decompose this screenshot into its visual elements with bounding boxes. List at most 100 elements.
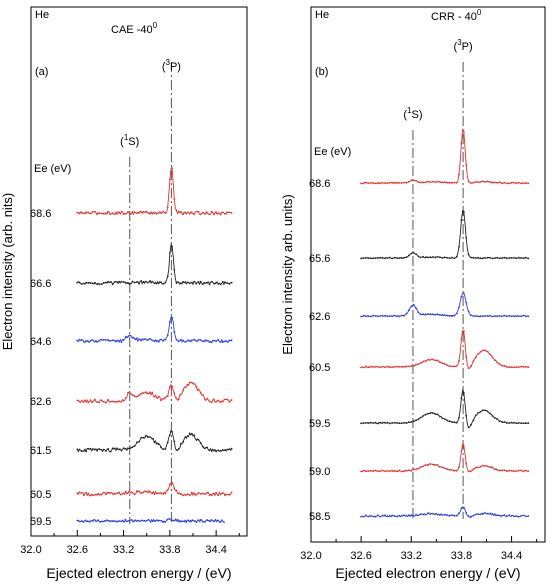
data-point: [214, 519, 217, 521]
data-point: [166, 518, 169, 521]
series-label: 60.5: [309, 362, 330, 374]
data-point: [199, 213, 202, 216]
data-point: [422, 465, 425, 468]
data-point: [422, 181, 425, 184]
data-point: [84, 519, 87, 522]
data-point: [215, 211, 218, 214]
data-point: [199, 339, 202, 341]
data-point: [391, 422, 394, 424]
data-point: [434, 181, 437, 184]
data-point: [448, 315, 451, 317]
data-point: [133, 281, 136, 284]
data-point: [135, 337, 138, 340]
data-point: [372, 470, 374, 473]
data-point: [424, 256, 427, 259]
data-point: [131, 280, 134, 283]
peak-label: (1S): [120, 133, 139, 148]
data-point: [527, 182, 530, 185]
data-point: [436, 180, 439, 183]
data-point: [393, 314, 396, 317]
panel-title-superscript: 0: [153, 21, 158, 30]
data-point: [149, 337, 151, 340]
data-point: [94, 210, 96, 213]
data-point: [462, 391, 465, 394]
data-point: [505, 182, 508, 185]
data-point: [215, 340, 218, 343]
data-point: [127, 211, 129, 213]
data-point: [446, 468, 448, 471]
data-point: [191, 381, 193, 384]
data-point: [472, 360, 475, 362]
data-point: [372, 314, 374, 317]
data-point: [510, 366, 513, 369]
data-point: [177, 492, 180, 495]
data-point: [171, 245, 174, 248]
data-point: [176, 519, 179, 521]
data-point: [381, 256, 384, 259]
x-tick-label: 33.8: [159, 544, 180, 556]
series-label: 65.6: [309, 253, 330, 265]
data-point: [367, 366, 370, 369]
data-point: [403, 514, 405, 517]
panel-title: CAE -400: [111, 21, 158, 36]
data-point: [403, 256, 405, 259]
peak-label-superscript: 1: [124, 133, 129, 142]
data-point: [470, 423, 472, 426]
data-point: [384, 514, 386, 517]
data-point: [204, 447, 207, 450]
data-point: [107, 280, 109, 283]
data-point: [412, 468, 415, 471]
data-point: [206, 446, 209, 449]
data-point: [195, 210, 198, 213]
data-point: [525, 515, 527, 518]
data-point: [419, 416, 422, 419]
data-point: [372, 515, 374, 518]
data-point: [424, 181, 427, 184]
data-point: [127, 447, 129, 450]
data-point: [131, 211, 134, 213]
data-point: [408, 365, 410, 368]
legend-header: Ee (eV): [34, 163, 71, 175]
data-point: [467, 253, 470, 256]
data-point: [372, 182, 374, 185]
data-point: [213, 398, 215, 401]
data-point: [151, 492, 154, 495]
data-point: [144, 338, 147, 341]
data-point: [230, 447, 233, 450]
data-point: [384, 366, 386, 369]
data-point: [213, 213, 215, 216]
data-point: [193, 213, 196, 216]
data-point: [362, 314, 365, 317]
series-line: [360, 329, 529, 369]
data-point: [398, 514, 401, 517]
data-point: [405, 422, 408, 424]
data-point: [210, 450, 213, 452]
data-point: [204, 520, 206, 523]
data-point: [83, 450, 85, 452]
data-point: [160, 492, 162, 495]
data-point: [144, 280, 147, 283]
data-point: [122, 520, 125, 523]
data-point: [98, 448, 101, 451]
data-point: [160, 212, 162, 214]
data-point: [419, 362, 422, 364]
data-point: [175, 489, 178, 492]
data-point: [116, 520, 118, 523]
peak-label-term: S): [412, 109, 423, 121]
data-point: [96, 449, 98, 452]
data-point: [186, 435, 189, 438]
series-label: 60.5: [30, 489, 51, 501]
data-point: [513, 181, 515, 184]
x-tick-label: 34.4: [501, 550, 522, 562]
data-point: [199, 391, 202, 394]
data-point: [87, 282, 90, 284]
data-point: [120, 493, 123, 496]
data-point: [491, 315, 494, 318]
data-point: [210, 280, 213, 283]
data-point: [124, 490, 127, 493]
data-point: [109, 400, 112, 403]
data-point: [412, 365, 415, 367]
data-point: [465, 164, 468, 166]
data-point: [443, 467, 446, 470]
data-point: [124, 397, 127, 399]
